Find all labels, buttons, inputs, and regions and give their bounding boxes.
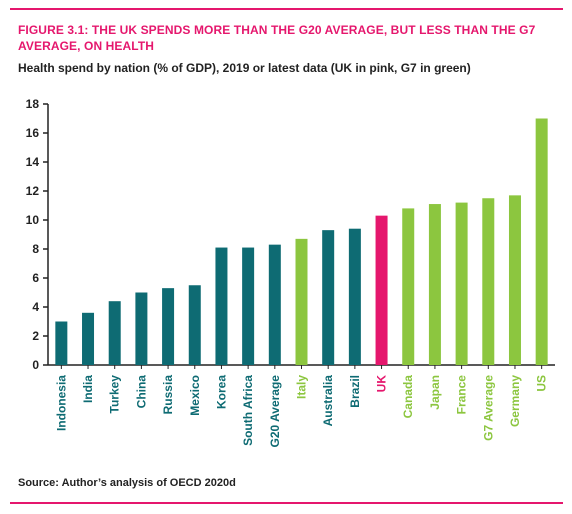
- y-tick-label: 2: [32, 329, 39, 343]
- y-tick-label: 18: [26, 97, 40, 111]
- top-rule: [10, 8, 563, 10]
- bar-australia: [322, 230, 335, 365]
- y-tick-label: 8: [32, 242, 39, 256]
- x-category-label: Canada: [401, 375, 415, 419]
- bar-france: [455, 202, 468, 365]
- x-category-label: UK: [375, 375, 389, 393]
- bar-uk: [375, 215, 388, 365]
- x-category-label: Korea: [214, 375, 228, 409]
- bar-indonesia: [55, 321, 68, 365]
- figure-source: Source: Author’s analysis of OECD 2020d: [18, 477, 236, 489]
- bar-korea: [215, 247, 228, 365]
- bar-japan: [428, 204, 441, 365]
- bar-g20-average: [268, 244, 281, 365]
- bar-mexico: [188, 285, 201, 365]
- bar-brazil: [348, 228, 361, 365]
- x-category-label: G7 Average: [481, 375, 495, 441]
- x-category-label: India: [81, 375, 95, 403]
- x-category-label: G20 Average: [268, 375, 282, 448]
- figure-title: FIGURE 3.1: THE UK SPENDS MORE THAN THE …: [18, 23, 536, 53]
- bar-germany: [508, 195, 521, 365]
- y-tick-label: 4: [32, 300, 39, 314]
- y-tick-label: 16: [26, 126, 40, 140]
- bar-italy: [295, 238, 308, 365]
- bar-india: [82, 312, 95, 365]
- x-category-label: Australia: [321, 375, 335, 427]
- x-category-label: Brazil: [348, 375, 362, 408]
- bar-us: [535, 118, 548, 365]
- x-category-label: South Africa: [241, 375, 255, 446]
- x-category-label: Mexico: [188, 375, 202, 416]
- x-category-label: France: [455, 375, 469, 415]
- bar-canada: [402, 208, 415, 365]
- bar-turkey: [108, 301, 121, 365]
- y-tick-label: 12: [26, 184, 40, 198]
- x-category-label: Turkey: [108, 375, 122, 414]
- y-tick-label: 6: [32, 271, 39, 285]
- bottom-rule: [10, 502, 563, 504]
- x-category-label: Germany: [508, 375, 522, 427]
- x-category-label: US: [535, 375, 549, 392]
- x-category-label: Russia: [161, 375, 175, 415]
- bar-russia: [162, 288, 175, 365]
- x-category-label: Japan: [428, 375, 442, 410]
- x-category-label: Indonesia: [54, 375, 68, 431]
- bar-south-africa: [242, 247, 255, 365]
- y-tick-label: 0: [32, 358, 39, 372]
- bar-g7-average: [482, 198, 495, 365]
- x-category-label: Italy: [295, 375, 309, 399]
- bar-china: [135, 292, 148, 365]
- x-category-label: China: [134, 375, 148, 409]
- y-tick-label: 14: [26, 155, 40, 169]
- figure-subtitle: Health spend by nation (% of GDP), 2019 …: [18, 61, 471, 75]
- y-tick-label: 10: [26, 213, 40, 227]
